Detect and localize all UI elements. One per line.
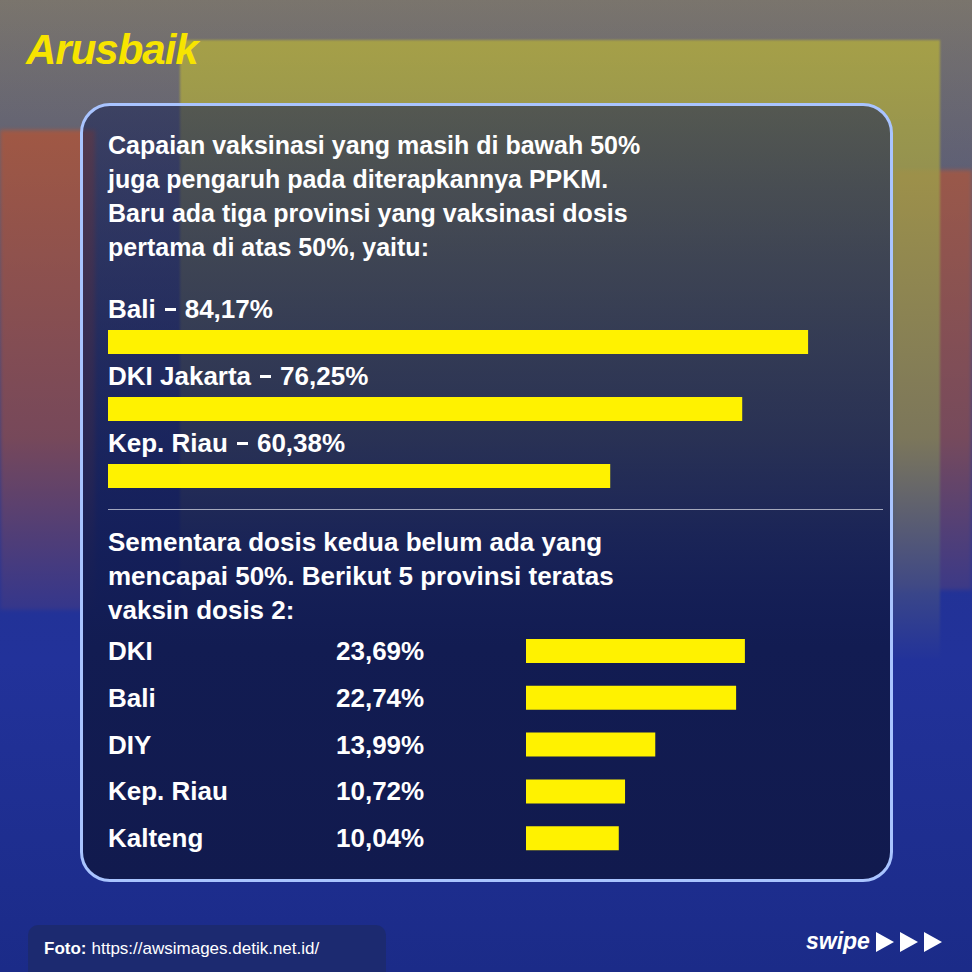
- svg-text:DKI: DKI: [108, 636, 153, 666]
- svg-text:23,69%: 23,69%: [336, 636, 424, 666]
- svg-text:22,74%: 22,74%: [336, 683, 424, 713]
- html-text:Kep. Riau: Kep. Riau: [108, 427, 228, 458]
- html-text:Arusbaik: Arusbaik: [26, 26, 198, 73]
- html-text:60,38%: 60,38%: [256, 427, 346, 458]
- svg-text:Kalteng: Kalteng: [108, 823, 203, 853]
- html-text:Bali: Bali: [108, 293, 156, 324]
- svg-text:Kep. Riau: Kep. Riau: [108, 776, 228, 806]
- html-text:Capaian vaksinasi yang masih d: Capaian vaksinasi yang masih di bawah 50…: [108, 131, 641, 261]
- svg-text:Bali: Bali: [108, 683, 156, 713]
- svg-text:10,04%: 10,04%: [336, 823, 424, 853]
- svg-text:13,99%: 13,99%: [336, 730, 424, 760]
- html-text:DKI Jakarta: DKI Jakarta: [108, 360, 252, 391]
- html-text:Foto: https://awsimages.detik.: Foto: https://awsimages.detik.net.id/: [44, 938, 320, 958]
- html-text:84,17%: 84,17%: [184, 293, 273, 324]
- svg-text:10,72%: 10,72%: [336, 776, 424, 806]
- html-text:swipe: swipe: [806, 928, 870, 954]
- html-text:76,25%: 76,25%: [280, 360, 369, 391]
- html-text:Sementara dosis kedua belum ad: Sementara dosis kedua belum ada yang men…: [108, 527, 614, 625]
- svg-text:DIY: DIY: [108, 730, 151, 760]
